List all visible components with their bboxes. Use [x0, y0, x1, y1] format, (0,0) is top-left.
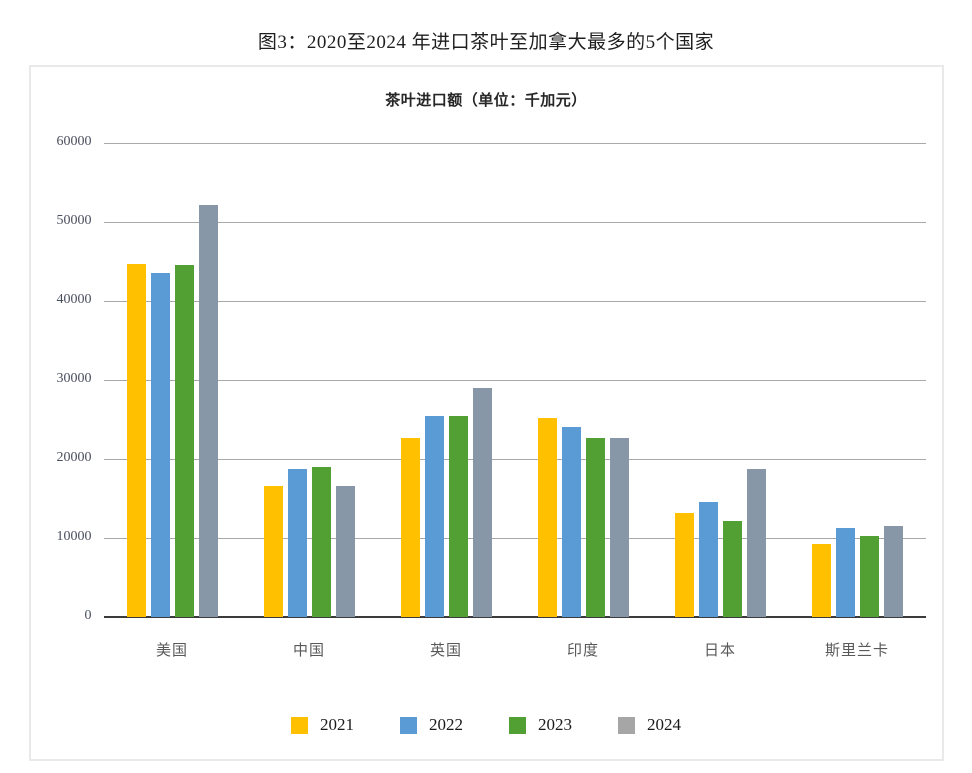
bar-2022 — [698, 501, 718, 617]
x-axis-label: 斯里兰卡 — [824, 643, 889, 659]
chart-title: 茶叶进口额（单位：千加元） — [385, 93, 587, 109]
legend-swatch — [509, 716, 526, 734]
bar-2021 — [126, 263, 146, 617]
gridline — [103, 301, 926, 302]
bar-2022 — [561, 426, 581, 617]
y-tick-label: 10000 — [56, 529, 92, 544]
bar-2024 — [335, 485, 355, 617]
bar-2024 — [883, 526, 903, 617]
legend-item-2022: 2022 — [400, 715, 463, 735]
legend-label: 2022 — [429, 715, 463, 734]
chart-container: 茶叶进口额（单位：千加元） 0 10000 20000 30000 40000 50000… — [28, 65, 944, 761]
bar-2023 — [585, 438, 605, 617]
gridline — [103, 459, 926, 460]
x-axis-label: 中国 — [292, 643, 325, 659]
legend-label: 2023 — [538, 715, 572, 734]
gridline — [103, 616, 926, 618]
plot-area: 0 10000 20000 30000 40000 50000 60000 — [57, 134, 926, 623]
x-axis-label: 印度 — [566, 643, 599, 659]
y-tick-label: 30000 — [56, 371, 92, 386]
bar-group-5 — [652, 143, 789, 617]
x-axis-label: 英国 — [429, 643, 462, 659]
figure-title: 图3：2020至2024 年进口茶叶至加拿大最多的5个国家 — [257, 32, 715, 53]
bar-2022 — [424, 416, 444, 617]
legend-swatch — [291, 716, 308, 734]
bar-2024 — [746, 469, 766, 617]
bar-group-6 — [789, 143, 926, 617]
legend: 2021 2022 2023 2024 — [31, 715, 942, 735]
legend-item-2021: 2021 — [291, 715, 354, 735]
y-tick-label: 0 — [84, 608, 92, 623]
gridline — [103, 222, 926, 223]
bar-2023 — [448, 415, 468, 617]
bar-2022 — [835, 527, 855, 617]
legend-label: 2024 — [647, 715, 681, 734]
bar-2023 — [722, 520, 742, 617]
y-tick-label: 20000 — [56, 450, 92, 465]
y-tick-label: 50000 — [56, 213, 92, 228]
legend-item-2024: 2024 — [618, 715, 681, 735]
bar-series — [104, 143, 926, 617]
bar-2022 — [150, 273, 170, 617]
bar-2021 — [811, 543, 831, 617]
bar-2023 — [311, 466, 331, 617]
legend-swatch — [400, 716, 417, 734]
bar-group-2 — [241, 143, 378, 617]
bar-2024 — [198, 205, 218, 617]
bar-2022 — [287, 469, 307, 617]
x-axis-label: 美国 — [155, 643, 188, 659]
gridline — [103, 538, 926, 539]
legend-swatch — [618, 716, 635, 734]
legend-item-2023: 2023 — [509, 715, 572, 735]
bar-2023 — [859, 536, 879, 617]
bar-2021 — [263, 485, 283, 617]
bar-group-1 — [104, 143, 241, 617]
x-axis-labels: 美国 中国 英国 印度 日本 斯里兰卡 — [104, 639, 926, 660]
bar-2024 — [472, 387, 492, 617]
bar-group-4 — [515, 143, 652, 617]
x-axis-label: 日本 — [703, 643, 736, 659]
legend-label: 2021 — [320, 715, 354, 734]
gridline — [103, 380, 926, 381]
bar-2021 — [674, 512, 694, 617]
bar-2024 — [609, 438, 629, 617]
bar-2023 — [174, 265, 194, 617]
gridline — [103, 143, 926, 144]
bar-2021 — [400, 438, 420, 617]
bar-2021 — [537, 417, 557, 617]
bar-group-3 — [378, 143, 515, 617]
y-tick-label: 40000 — [56, 292, 92, 307]
y-tick-label: 60000 — [56, 134, 92, 149]
